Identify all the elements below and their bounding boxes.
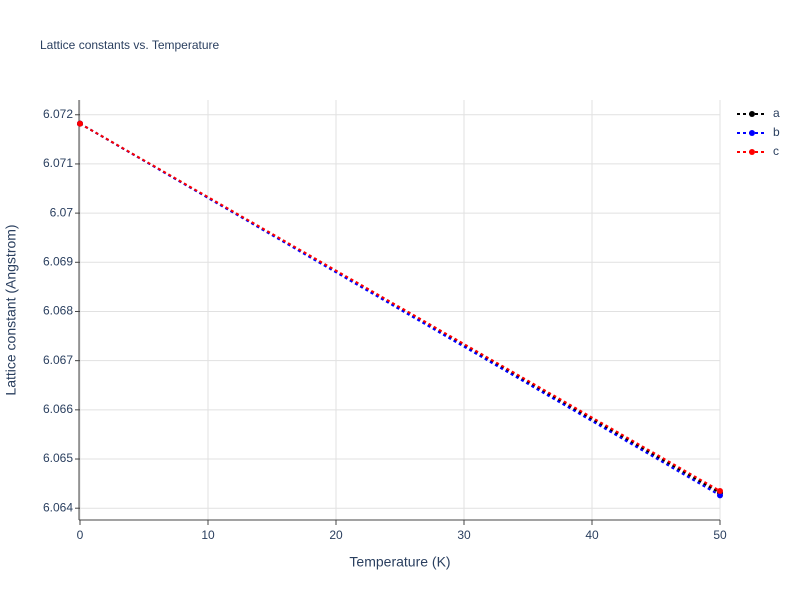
data-point bbox=[717, 492, 723, 499]
legend-label: b bbox=[773, 125, 780, 139]
x-axis-title: Temperature (K) bbox=[349, 554, 450, 570]
data-point bbox=[717, 487, 723, 494]
x-tick-label: 20 bbox=[329, 528, 343, 542]
data-point bbox=[77, 120, 83, 127]
y-axis-title: Lattice constant (Angstrom) bbox=[3, 224, 19, 395]
y-tick-label: 6.072 bbox=[43, 107, 73, 121]
x-tick-label: 10 bbox=[201, 528, 215, 542]
y-tick-label: 6.064 bbox=[43, 500, 73, 514]
legend-marker bbox=[749, 130, 755, 136]
legend-marker bbox=[749, 111, 755, 117]
chart-title: Lattice constants vs. Temperature bbox=[40, 38, 220, 52]
x-tick-label: 0 bbox=[77, 528, 84, 542]
legend-label: c bbox=[773, 144, 779, 158]
series-line bbox=[79, 122, 721, 492]
y-tick-label: 6.066 bbox=[43, 402, 73, 416]
x-tick-label: 50 bbox=[713, 528, 727, 542]
x-tick-label: 30 bbox=[457, 528, 471, 542]
x-tick-label: 40 bbox=[585, 528, 599, 542]
y-tick-label: 6.071 bbox=[43, 156, 73, 170]
y-tick-label: 6.07 bbox=[50, 205, 74, 219]
y-tick-label: 6.068 bbox=[43, 304, 73, 318]
legend-label: a bbox=[773, 106, 780, 120]
y-tick-label: 6.069 bbox=[43, 254, 73, 268]
y-tick-label: 6.065 bbox=[43, 451, 73, 465]
series-line bbox=[79, 122, 721, 497]
legend-marker bbox=[749, 149, 755, 155]
y-tick-label: 6.067 bbox=[43, 353, 73, 367]
